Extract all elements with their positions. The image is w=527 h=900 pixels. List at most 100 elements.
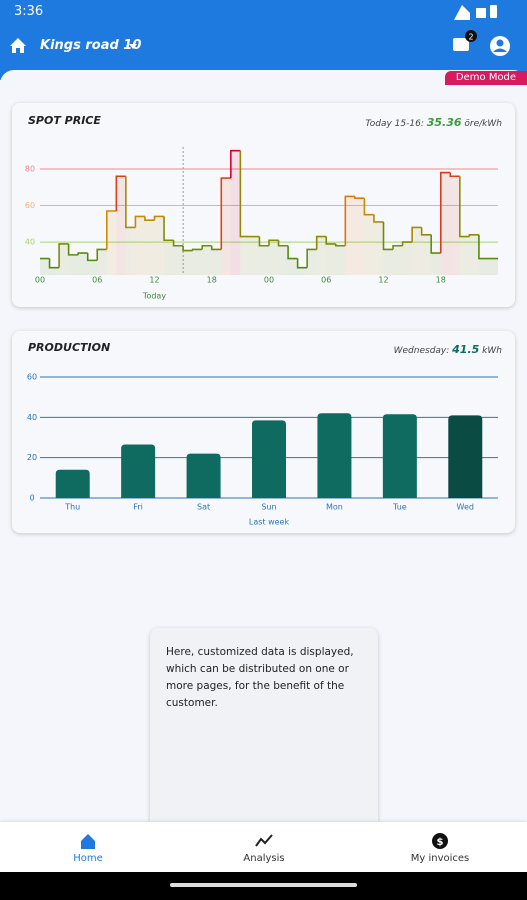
nav-label[interactable]: My invoices [410,853,470,864]
price-step [363,198,374,216]
price-area [154,216,165,275]
price-step [77,252,88,255]
demo-badge: Demo Mode [445,71,527,85]
price-step [58,243,69,268]
y-tick-label: 60 [27,373,37,382]
summary-value: 35.36 [427,116,462,129]
price-step [67,243,79,256]
price-area [373,221,384,275]
price-step [420,227,432,236]
price-step [344,195,355,246]
price-area [259,245,269,275]
price-step [210,245,222,251]
price-step [411,226,422,243]
dropdown-icon[interactable] [129,44,137,49]
price-step [478,234,489,260]
x-tick-label: Sun [261,503,276,512]
price-area [297,267,308,275]
price-step [201,244,212,250]
price-area [230,150,241,275]
price-area [269,240,279,275]
notification-count: 2 [468,33,473,42]
price-area [421,234,432,275]
price-step [96,248,107,261]
nav-label[interactable]: Analysis [243,853,285,864]
price-area [106,211,117,275]
price-step [334,243,346,247]
price-area [278,245,289,275]
spot-chart: SPOT PRICE Today 15-16: 35.36 öre/kWh 40… [25,114,502,301]
x-tick-label: 06 [321,276,331,285]
price-step [48,258,60,269]
price-step [230,149,241,179]
price-area [364,214,374,275]
price-area [135,216,145,275]
price-area [345,196,355,275]
spot-title: SPOT PRICE [28,114,101,127]
price-area [40,258,50,275]
price-step [439,171,451,254]
bar [252,420,286,498]
price-area [173,245,184,275]
chat-icon[interactable] [453,38,469,51]
x-tick-label: 06 [92,276,102,285]
x-tick-label: 18 [436,276,446,285]
price-area [478,258,489,275]
x-tick-label: Mon [326,503,343,512]
price-area [78,253,88,275]
price-step [86,253,98,262]
home-nav-icon[interactable] [81,834,95,849]
spot-card: SPOT PRICE Today 15-16: 35.36 öre/kWh 40… [12,103,515,307]
price-area [249,236,260,275]
y-tick-label: 40 [25,238,35,247]
price-area [469,234,479,275]
price-step [172,240,184,247]
content-top [0,70,527,100]
analysis-nav-icon[interactable] [255,834,273,847]
home-icon[interactable] [10,38,26,53]
bar [121,444,156,498]
y-tick-label: 80 [25,164,35,173]
price-step [382,221,394,251]
location[interactable]: Kings road 10 [40,38,142,53]
summary-unit: öre/kWh [464,119,502,129]
price-area [335,245,346,275]
production-title: PRODUCTION [28,341,110,354]
price-area [125,227,136,275]
x-tick-label: Fri [133,503,143,512]
y-tick-label: 20 [27,453,37,462]
price-area [202,245,212,275]
price-step [306,248,317,268]
summary-label: Today 15-16: [365,119,424,129]
y-tick-label: 60 [25,201,35,210]
app-bar-bg [0,0,527,80]
nav-icons: $ [81,833,448,849]
svg-text:$: $ [437,837,444,848]
price-area [49,267,60,275]
price-step [401,241,413,246]
info-card: Here, customized data is displayed, whic… [150,628,378,822]
price-area [412,227,422,275]
price-area [288,258,298,275]
price-step [277,240,289,247]
price-area [383,249,394,275]
price-area [393,245,403,275]
invoices-nav-icon[interactable] [432,833,448,849]
x-tick-label: Thu [64,503,80,512]
price-area [459,236,470,275]
spot-summary: Today 15-16: 35.36 öre/kWh [365,116,502,129]
bar [448,415,483,498]
price-step [220,177,231,250]
price-area [68,254,79,275]
price-area [144,220,155,275]
x-tick-label: 18 [207,276,217,285]
bar [317,413,352,498]
nav-label[interactable]: Home [73,853,103,864]
price-step [153,215,165,221]
price-step [354,196,365,199]
gesture-pill [170,883,357,887]
price-area [164,240,174,275]
price-area [211,249,222,275]
summary-value: 41.5 [451,343,479,356]
